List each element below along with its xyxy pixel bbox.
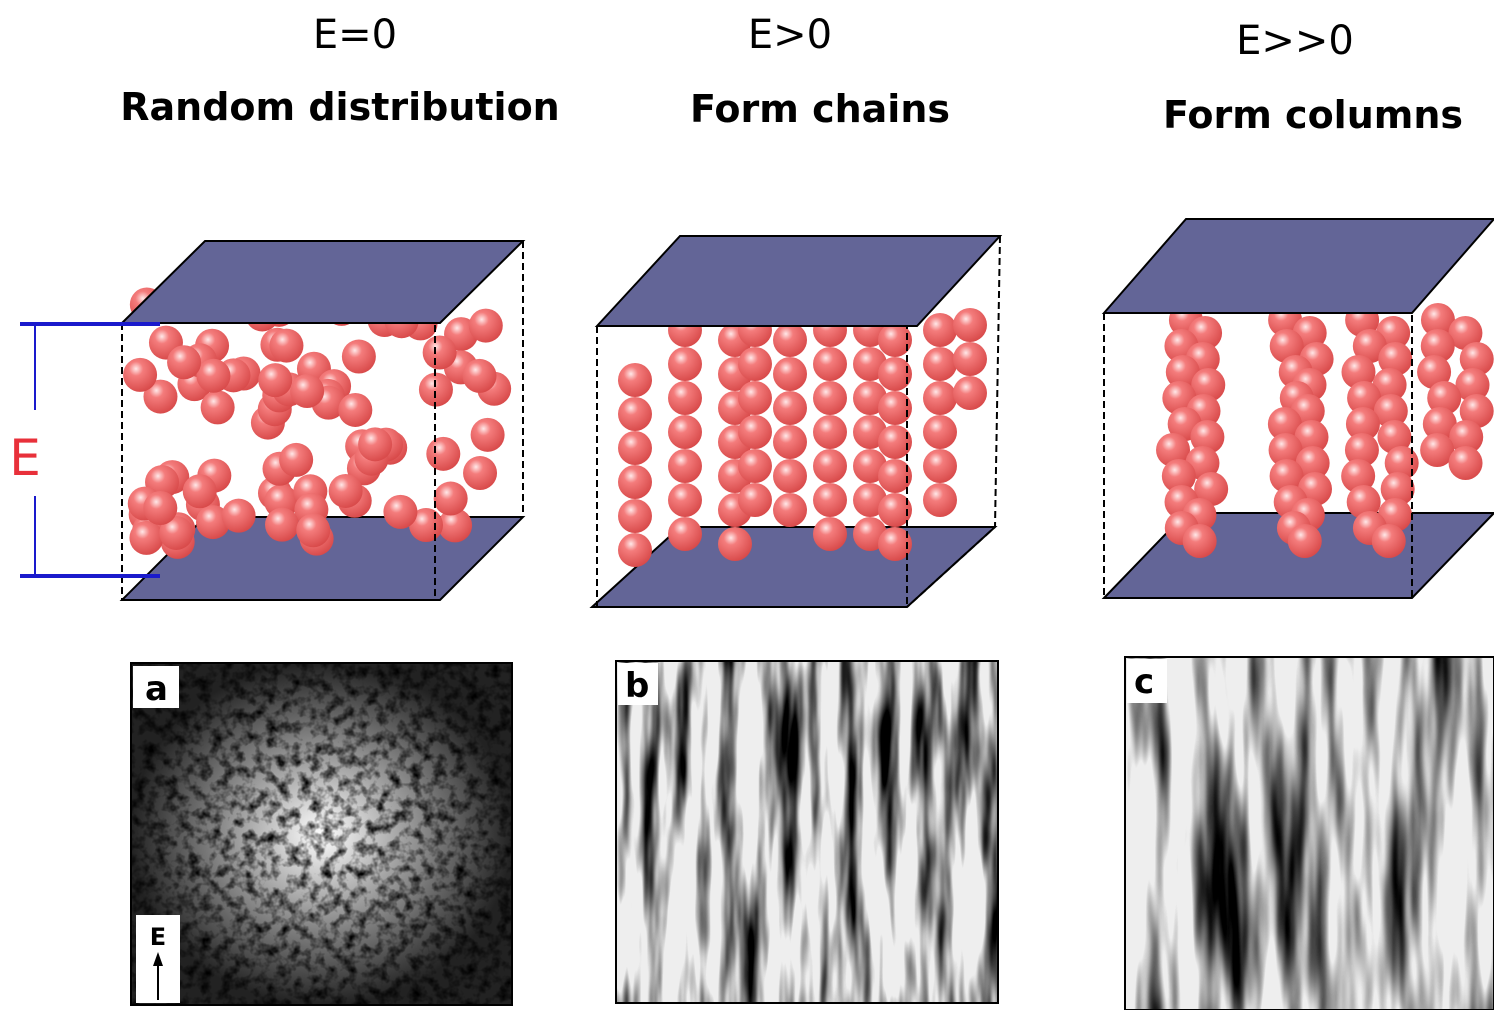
top-plate xyxy=(1104,219,1494,313)
bottom-plate xyxy=(592,527,995,607)
particle xyxy=(383,495,417,529)
particle xyxy=(773,357,807,391)
particle xyxy=(813,347,847,381)
top-plate xyxy=(122,241,523,323)
particle xyxy=(618,533,652,567)
particle xyxy=(773,459,807,493)
particle xyxy=(463,359,497,393)
particle xyxy=(878,357,912,391)
particle xyxy=(463,456,497,490)
field-strength: E>0 xyxy=(748,12,832,58)
particle xyxy=(296,513,330,547)
particle xyxy=(358,427,392,461)
particle xyxy=(813,517,847,551)
particle xyxy=(1183,524,1217,558)
particle xyxy=(167,345,201,379)
photo-label: a xyxy=(145,669,168,709)
particle xyxy=(773,425,807,459)
particle xyxy=(813,449,847,483)
field-label: E xyxy=(9,429,41,487)
particle xyxy=(1372,524,1406,558)
particle xyxy=(129,521,163,555)
particle xyxy=(668,517,702,551)
particle xyxy=(201,390,235,424)
particle xyxy=(813,415,847,449)
particle xyxy=(1449,446,1483,480)
particle xyxy=(773,323,807,357)
particle xyxy=(143,491,177,525)
photo-label: c xyxy=(1134,662,1154,702)
particle xyxy=(342,340,376,374)
particle xyxy=(618,465,652,499)
photo-c: c xyxy=(1125,657,1494,1010)
particle xyxy=(668,415,702,449)
particle xyxy=(813,483,847,517)
particle xyxy=(738,449,772,483)
particle xyxy=(738,483,772,517)
page: E=0 E>0 E>>0 Random distribution Form ch… xyxy=(0,0,1494,1010)
particle xyxy=(290,374,324,408)
cell-chains xyxy=(592,236,1000,607)
field-strength: E>>0 xyxy=(1236,18,1354,64)
particle xyxy=(923,313,957,347)
particle xyxy=(258,363,292,397)
particle xyxy=(222,499,256,533)
particle xyxy=(618,499,652,533)
particle xyxy=(923,381,957,415)
particle xyxy=(196,359,230,393)
particle xyxy=(738,381,772,415)
particle xyxy=(269,329,303,363)
photo-b: b xyxy=(616,661,998,1003)
particle xyxy=(953,342,987,376)
particle xyxy=(426,437,460,471)
particle xyxy=(878,391,912,425)
particle xyxy=(434,482,468,516)
particle xyxy=(471,418,505,452)
particle xyxy=(419,373,453,407)
panel-label: Form chains xyxy=(690,87,950,131)
particle xyxy=(1288,524,1322,558)
particle xyxy=(423,336,457,370)
particle xyxy=(123,358,157,392)
particle xyxy=(923,347,957,381)
panel-label: Random distribution xyxy=(120,85,559,129)
particle xyxy=(668,449,702,483)
particle xyxy=(923,415,957,449)
particle xyxy=(279,443,313,477)
particle xyxy=(618,431,652,465)
particle xyxy=(738,415,772,449)
particle xyxy=(923,483,957,517)
particle xyxy=(618,397,652,431)
photo-label: b xyxy=(625,666,649,706)
particle xyxy=(329,474,363,508)
particle xyxy=(953,308,987,342)
particle xyxy=(923,449,957,483)
field-strength: E=0 xyxy=(313,12,397,58)
particle xyxy=(953,376,987,410)
particle xyxy=(813,381,847,415)
particle xyxy=(183,474,217,508)
top-plate xyxy=(597,236,1000,326)
cell-random xyxy=(122,241,523,600)
particle xyxy=(668,483,702,517)
particle xyxy=(618,363,652,397)
particle xyxy=(738,347,772,381)
particle xyxy=(878,425,912,459)
particle xyxy=(469,309,503,343)
cell-columns xyxy=(1104,219,1494,598)
particle xyxy=(668,381,702,415)
photo-arrow-label: E xyxy=(150,923,166,951)
particle xyxy=(773,493,807,527)
particle xyxy=(338,393,372,427)
particle xyxy=(718,527,752,561)
panel-label: Form columns xyxy=(1163,93,1463,137)
particle xyxy=(668,347,702,381)
particle xyxy=(773,391,807,425)
photo-a: a E xyxy=(131,663,512,1005)
particle xyxy=(265,508,299,542)
